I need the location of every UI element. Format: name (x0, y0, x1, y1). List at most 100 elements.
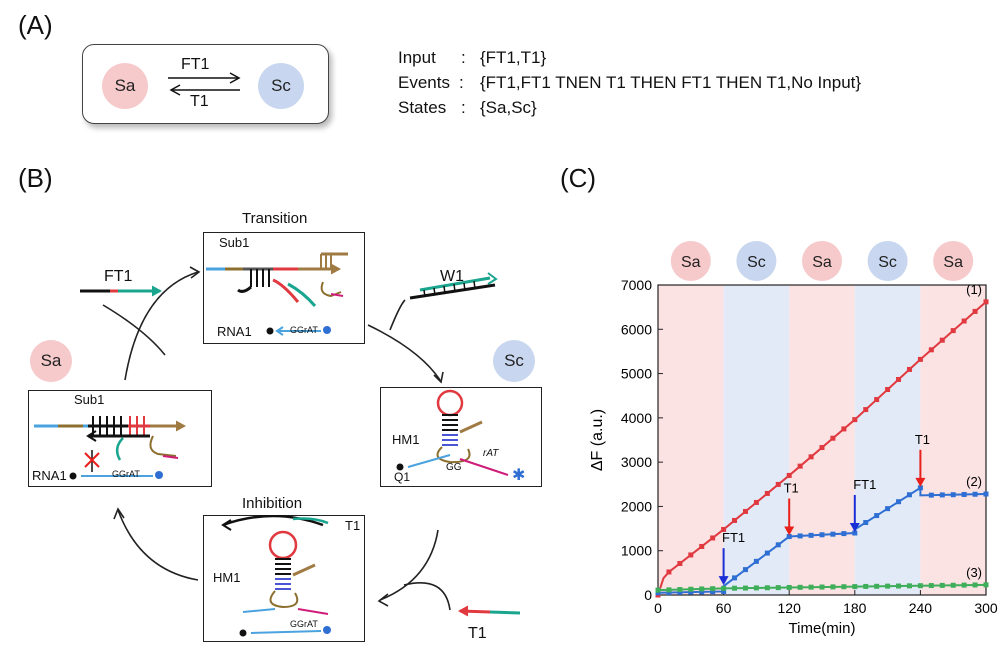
series-point-1 (655, 590, 661, 596)
series-point-0 (983, 299, 989, 305)
series-point-1 (753, 558, 759, 564)
forward-transition-label: FT1 (181, 56, 210, 73)
series-point-2 (808, 584, 814, 590)
y-axis-label: ΔF (a.u.) (590, 409, 606, 471)
states-value: {Sa,Sc} (480, 98, 537, 117)
state-circle-0 (670, 241, 711, 281)
series-point-2 (972, 582, 978, 588)
transition-sub1-label: Sub1 (219, 235, 250, 250)
series-point-0 (830, 435, 836, 441)
series-point-0 (863, 407, 869, 413)
transition-title: Transition (242, 210, 308, 227)
series-point-2 (764, 585, 770, 591)
series-point-2 (819, 584, 825, 590)
series-point-1 (742, 567, 748, 573)
sa-state-schematic (34, 416, 187, 480)
state-circle-1 (736, 241, 777, 281)
series-point-0 (874, 397, 880, 403)
state-sc-circle: Sc (258, 63, 304, 109)
sa-state-badge: Sa (30, 340, 72, 382)
transition-ggrat-label: GGrAT (290, 325, 318, 335)
annotation-arrowhead-3 (915, 477, 926, 487)
series-point-1 (666, 590, 672, 596)
state-circle-label-2: Sa (812, 254, 832, 271)
series-point-1 (863, 520, 869, 526)
series-point-0 (906, 366, 912, 372)
events-colon: : (459, 73, 464, 92)
plot-frame (657, 284, 987, 596)
sa-sub1-label: Sub1 (74, 392, 105, 407)
series-point-0 (666, 569, 672, 575)
sa-state-box (28, 390, 212, 487)
series-point-0 (896, 376, 902, 382)
series-point-1 (896, 499, 902, 505)
series-point-2 (841, 584, 847, 590)
state-circle-label-0: Sa (681, 254, 701, 271)
state-circle-label-3: Sc (878, 254, 897, 271)
w1-strand-label: W1 (440, 268, 464, 285)
state-bands (658, 285, 986, 595)
series-point-1 (983, 491, 989, 497)
input-value: {FT1,T1} (480, 48, 547, 67)
series-point-0 (764, 490, 770, 496)
series-point-0 (688, 552, 694, 558)
state-band-3 (854, 285, 921, 595)
sa-rna1-label: RNA1 (32, 468, 67, 483)
y-tick-label: 1000 (621, 543, 652, 559)
series-point-0 (677, 560, 683, 566)
y-tick-label: 0 (644, 587, 652, 603)
annotation-arrowhead-0 (718, 576, 729, 586)
state-band-2 (789, 285, 855, 595)
y-tick-label: 5000 (621, 366, 652, 382)
annotation-label-3: T1 (915, 432, 930, 447)
series-point-2 (688, 586, 694, 592)
series-point-2 (721, 585, 727, 591)
state-circle-3 (867, 241, 908, 281)
series-point-2 (852, 584, 858, 590)
state-circle-2 (802, 241, 842, 281)
series-point-1 (939, 492, 945, 498)
transition-rna1-label: RNA1 (217, 324, 252, 339)
series-point-2 (896, 583, 902, 589)
series-point-2 (699, 586, 705, 592)
series-point-1 (819, 532, 825, 538)
series-point-1 (808, 532, 814, 538)
y-tick-label: 6000 (621, 321, 652, 337)
series-point-2 (732, 585, 738, 591)
series-point-0 (841, 426, 847, 432)
series-point-1 (710, 589, 716, 595)
series-point-1 (732, 575, 738, 581)
panel-label-c: (C) (560, 163, 597, 193)
series-point-1 (677, 589, 683, 595)
series-point-2 (906, 583, 912, 589)
transition-arrows (168, 72, 241, 96)
series-point-0 (786, 472, 792, 478)
series-point-0 (917, 356, 923, 362)
series-point-2 (677, 587, 683, 593)
series-point-1 (928, 492, 934, 498)
chart-series: (1) (2) (3) (655, 282, 989, 598)
series-point-2 (753, 585, 759, 591)
series-label-0: (1) (966, 282, 982, 297)
series-point-2 (928, 583, 934, 589)
series-point-0 (742, 508, 748, 514)
series-label-2: (3) (966, 565, 982, 580)
series-point-2 (863, 583, 869, 589)
series-point-1 (961, 491, 967, 497)
series-point-1 (721, 588, 727, 594)
ft1-strand-label: FT1 (104, 268, 133, 285)
series-point-0 (775, 481, 781, 487)
state-sa-circle: Sa (102, 63, 148, 109)
series-point-1 (874, 513, 880, 519)
state-circle-label-1: Sc (747, 254, 766, 271)
x-tick-label: 120 (778, 600, 802, 616)
y-tick-label: 7000 (621, 277, 652, 293)
series-point-2 (666, 587, 672, 593)
series-point-1 (786, 534, 792, 540)
x-axis-label: Time(min) (789, 620, 856, 637)
series-point-1 (917, 485, 923, 491)
series-point-2 (917, 583, 923, 589)
state-circle-4 (933, 241, 974, 281)
state-band-4 (920, 285, 986, 595)
series-point-2 (885, 583, 891, 589)
